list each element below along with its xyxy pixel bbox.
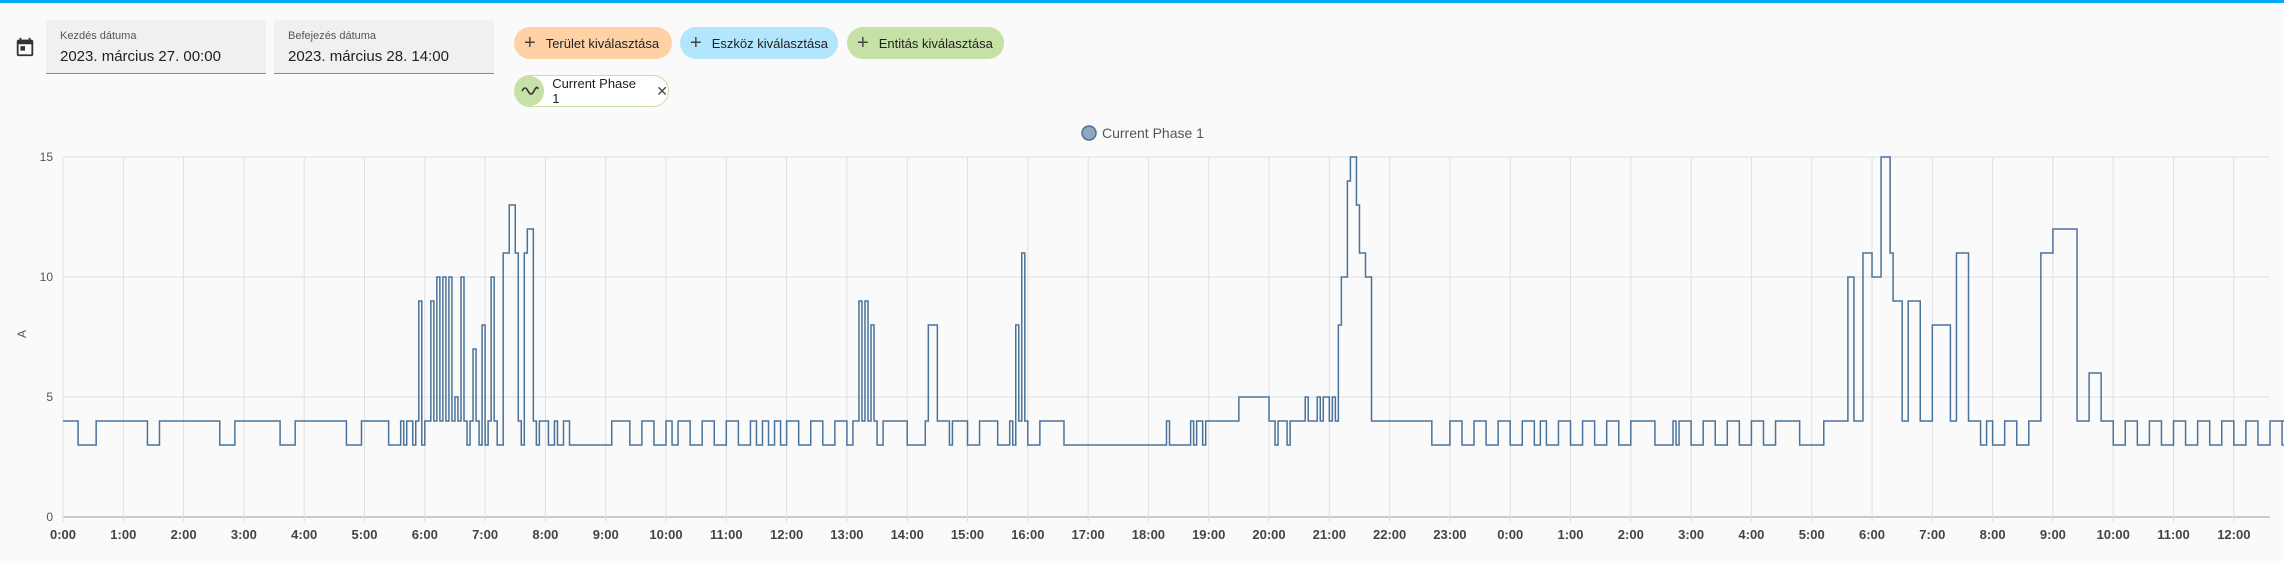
x-tick-label: 8:00 xyxy=(532,527,558,542)
x-tick-label: 15:00 xyxy=(951,527,984,542)
y-axis-label: A xyxy=(15,330,29,338)
y-tick-label: 5 xyxy=(46,390,53,404)
x-tick-label: 8:00 xyxy=(1980,527,2006,542)
x-tick-label: 6:00 xyxy=(412,527,438,542)
top-accent-bar xyxy=(0,0,2284,3)
end-date-value: 2023. március 28. 14:00 xyxy=(288,48,449,65)
legend-dot xyxy=(1081,125,1097,141)
x-tick-label: 21:00 xyxy=(1313,527,1346,542)
chart-legend[interactable]: Current Phase 1 xyxy=(1081,125,1204,141)
plus-icon: + xyxy=(690,32,702,54)
x-tick-label: 9:00 xyxy=(593,527,619,542)
series-line-current-phase-1 xyxy=(63,156,2284,446)
x-tick-label: 12:00 xyxy=(2217,527,2250,542)
x-tick-label: 4:00 xyxy=(1738,527,1764,542)
chart-grid xyxy=(62,156,2270,522)
sine-wave-icon xyxy=(515,76,545,106)
x-tick-label: 2:00 xyxy=(171,527,197,542)
x-tick-label: 14:00 xyxy=(891,527,924,542)
y-tick-label: 15 xyxy=(40,150,54,164)
start-date-field[interactable]: Kezdés dátuma 2023. március 27. 00:00 xyxy=(46,20,266,74)
plus-icon: + xyxy=(524,32,536,54)
select-entity-label: Entitás kiválasztása xyxy=(878,35,993,51)
x-tick-label: 19:00 xyxy=(1192,527,1225,542)
selected-entity-label: Current Phase 1 xyxy=(552,76,637,106)
x-tick-label: 16:00 xyxy=(1011,527,1044,542)
x-axis: 0:00 1:00 2:00 3:00 4:00 5:00 6:00 7:00 8:00 9:00… xyxy=(50,527,2250,542)
x-tick-label: 7:00 xyxy=(1919,527,1945,542)
x-tick-label: 5:00 xyxy=(1799,527,1825,542)
x-tick-label: 7:00 xyxy=(472,527,498,542)
start-date-label: Kezdés dátuma xyxy=(60,30,137,42)
x-tick-label: 10:00 xyxy=(2097,527,2130,542)
end-date-label: Befejezés dátuma xyxy=(288,30,377,42)
y-tick-label: 0 xyxy=(46,510,53,524)
x-tick-label: 11:00 xyxy=(2157,527,2190,542)
x-tick-label: 6:00 xyxy=(1859,527,1885,542)
x-tick-label: 13:00 xyxy=(830,527,863,542)
select-entity-button[interactable]: + Entitás kiválasztása xyxy=(847,27,1004,59)
calendar-icon[interactable] xyxy=(14,36,36,58)
x-tick-label: 1:00 xyxy=(110,527,136,542)
x-tick-label: 1:00 xyxy=(1557,527,1583,542)
select-device-button[interactable]: + Eszköz kiválasztása xyxy=(680,27,838,59)
legend-label: Current Phase 1 xyxy=(1102,125,1204,141)
end-date-field[interactable]: Befejezés dátuma 2023. március 28. 14:00 xyxy=(274,20,494,74)
y-tick-label: 10 xyxy=(40,270,54,284)
x-tick-label: 23:00 xyxy=(1433,527,1466,542)
x-tick-label: 12:00 xyxy=(770,527,803,542)
start-date-value: 2023. március 27. 00:00 xyxy=(60,48,221,65)
select-device-label: Eszköz kiválasztása xyxy=(711,35,829,51)
x-tick-label: 4:00 xyxy=(291,527,317,542)
x-tick-label: 10:00 xyxy=(649,527,682,542)
x-tick-label: 18:00 xyxy=(1132,527,1165,542)
select-area-label: Terület kiválasztása xyxy=(545,35,660,51)
x-tick-label: 0:00 xyxy=(50,527,76,542)
x-tick-label: 2:00 xyxy=(1618,527,1644,542)
x-tick-label: 20:00 xyxy=(1252,527,1285,542)
x-tick-label: 0:00 xyxy=(1497,527,1523,542)
close-icon[interactable]: ✕ xyxy=(656,82,668,99)
x-tick-label: 9:00 xyxy=(2040,527,2066,542)
select-area-button[interactable]: + Terület kiválasztása xyxy=(514,27,672,59)
y-axis: 0 5 10 15 xyxy=(40,150,54,524)
x-tick-label: 11:00 xyxy=(710,527,743,542)
plus-icon: + xyxy=(857,32,869,54)
x-tick-label: 17:00 xyxy=(1071,527,1104,542)
history-chart: Current Phase 1 0 5 10 15 A 0:00 1:00 2:00 3:0… xyxy=(15,125,2284,542)
x-tick-label: 5:00 xyxy=(351,527,377,542)
x-tick-label: 22:00 xyxy=(1373,527,1406,542)
x-tick-label: 3:00 xyxy=(1678,527,1704,542)
x-tick-label: 3:00 xyxy=(231,527,257,542)
selected-entity-chip[interactable]: Current Phase 1 ✕ xyxy=(514,75,669,107)
